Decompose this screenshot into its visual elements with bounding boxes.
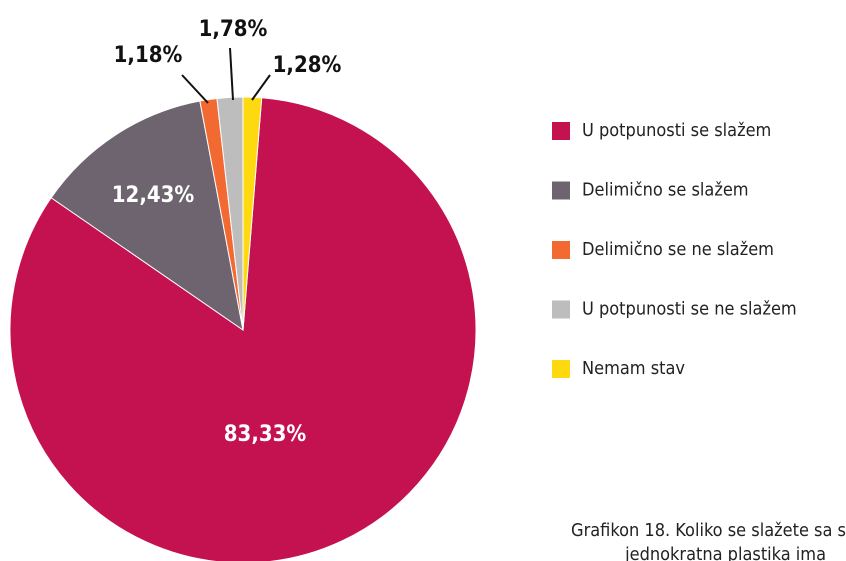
legend-swatch [552, 241, 570, 259]
data-label: 12,43% [112, 183, 195, 208]
pie-slice [9, 97, 477, 561]
caption: jednokratna plastika ima [624, 544, 826, 561]
legend-swatch [552, 181, 570, 200]
data-label: 1,18% [114, 43, 183, 68]
leader-line [229, 47, 234, 101]
legend-swatch [552, 300, 570, 319]
legend-swatch [552, 122, 570, 140]
leader-line [181, 74, 209, 104]
data-label: 1,78% [199, 17, 268, 42]
pie-slice [242, 96, 263, 331]
leader-lines [181, 47, 271, 104]
legend-swatch [552, 360, 570, 378]
pie-slice [50, 100, 244, 332]
legend-label: U potpunosti se ne slažem [582, 299, 797, 320]
legend-label: U potpunosti se slažem [582, 120, 771, 141]
caption: Grafikon 18. Koliko se slažete sa s [571, 520, 846, 541]
leader-line [251, 74, 271, 101]
legend-label: Delimično se ne slažem [582, 239, 774, 260]
legend-label: Delimično se slažem [582, 180, 749, 201]
pie [9, 96, 477, 561]
data-label: 1,28% [273, 53, 342, 78]
data-label: 83,33% [224, 422, 307, 447]
legend-label: Nemam stav [582, 358, 685, 379]
